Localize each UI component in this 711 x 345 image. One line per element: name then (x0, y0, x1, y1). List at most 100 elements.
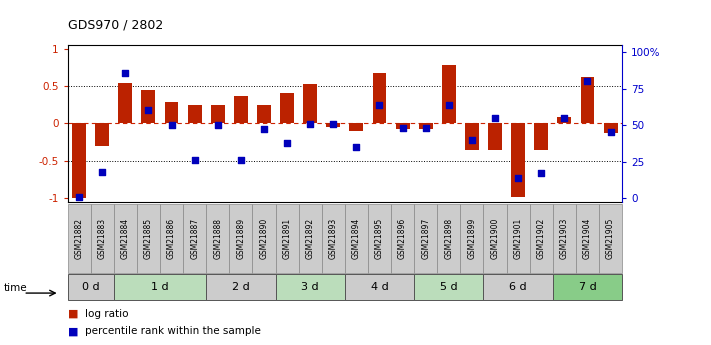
Point (559, 115, 570, 120)
Bar (118, 83, 132, 124)
Bar (350, 124, 363, 131)
Bar (345, 274, 414, 300)
Bar (299, 204, 321, 273)
Bar (557, 117, 572, 124)
Text: GSM21890: GSM21890 (260, 217, 269, 259)
Bar (530, 204, 553, 273)
Text: 2 d: 2 d (232, 282, 250, 292)
Bar (68, 274, 114, 300)
Point (605, 130, 616, 135)
Bar (368, 204, 391, 273)
Point (282, 140, 293, 145)
Text: GSM21895: GSM21895 (375, 217, 384, 259)
Text: GSM21882: GSM21882 (75, 218, 84, 258)
Bar (229, 204, 252, 273)
Text: log ratio: log ratio (85, 309, 129, 319)
Point (443, 102, 454, 107)
Bar (373, 73, 387, 124)
Bar (483, 274, 553, 300)
Bar (114, 204, 137, 273)
Text: GSM21901: GSM21901 (513, 217, 523, 259)
Text: 1 d: 1 d (151, 282, 169, 292)
Text: ■: ■ (68, 309, 82, 319)
Bar (91, 204, 114, 273)
Bar (461, 204, 483, 273)
Bar (95, 124, 109, 146)
Bar (280, 93, 294, 124)
Point (235, 157, 247, 163)
Bar (183, 204, 206, 273)
Point (304, 121, 316, 126)
Bar (576, 204, 599, 273)
Point (189, 157, 201, 163)
Point (420, 125, 432, 131)
Bar (599, 204, 622, 273)
Point (582, 79, 593, 84)
Text: GSM21891: GSM21891 (282, 217, 292, 259)
Text: GSM21888: GSM21888 (213, 218, 223, 258)
Bar (276, 274, 345, 300)
Bar (160, 204, 183, 273)
Text: GSM21883: GSM21883 (97, 217, 107, 259)
Text: GSM21902: GSM21902 (537, 217, 546, 259)
Text: GSM21885: GSM21885 (144, 217, 153, 259)
Text: GSM21900: GSM21900 (491, 217, 500, 259)
Bar (535, 124, 548, 149)
Bar (437, 204, 461, 273)
Point (119, 70, 131, 75)
Bar (442, 65, 456, 124)
Text: GSM21892: GSM21892 (306, 217, 315, 259)
Point (143, 108, 154, 113)
Text: GSM21886: GSM21886 (167, 217, 176, 259)
Bar (419, 124, 432, 129)
Bar (414, 204, 437, 273)
Bar (553, 274, 622, 300)
Point (166, 122, 177, 128)
Bar (604, 124, 617, 133)
Bar (506, 204, 530, 273)
Text: GSM21896: GSM21896 (398, 217, 407, 259)
Bar (210, 105, 225, 124)
Bar (321, 204, 345, 273)
Text: GSM21887: GSM21887 (190, 217, 199, 259)
Text: GSM21903: GSM21903 (560, 217, 569, 259)
Bar (188, 105, 202, 124)
Text: time: time (4, 283, 27, 293)
Text: GSM21899: GSM21899 (467, 217, 476, 259)
Point (328, 121, 339, 126)
Point (489, 115, 501, 120)
Bar (465, 124, 479, 149)
Point (466, 137, 478, 142)
Point (374, 102, 385, 107)
Bar (395, 124, 410, 129)
Bar (345, 204, 368, 273)
Text: 3 d: 3 d (301, 282, 319, 292)
Bar (206, 274, 276, 300)
Bar (391, 204, 414, 273)
Text: percentile rank within the sample: percentile rank within the sample (85, 326, 261, 336)
Text: GSM21905: GSM21905 (606, 217, 615, 259)
Bar (206, 204, 229, 273)
Bar (414, 274, 483, 300)
Point (97, 169, 108, 175)
Point (212, 122, 223, 128)
Bar (68, 204, 90, 273)
Bar (488, 124, 502, 149)
Text: 7 d: 7 d (579, 282, 597, 292)
Bar (73, 124, 86, 198)
Bar (234, 96, 248, 124)
Point (513, 175, 524, 180)
Point (351, 144, 362, 150)
Bar (114, 274, 206, 300)
Text: GSM21893: GSM21893 (328, 217, 338, 259)
Bar (511, 124, 525, 197)
Bar (326, 124, 340, 127)
Bar (257, 105, 271, 124)
Text: GSM21897: GSM21897 (421, 217, 430, 259)
Bar (137, 204, 160, 273)
Text: GSM21894: GSM21894 (352, 217, 361, 259)
Text: 0 d: 0 d (82, 282, 100, 292)
Bar (483, 204, 506, 273)
Point (258, 127, 269, 132)
Bar (581, 77, 594, 124)
